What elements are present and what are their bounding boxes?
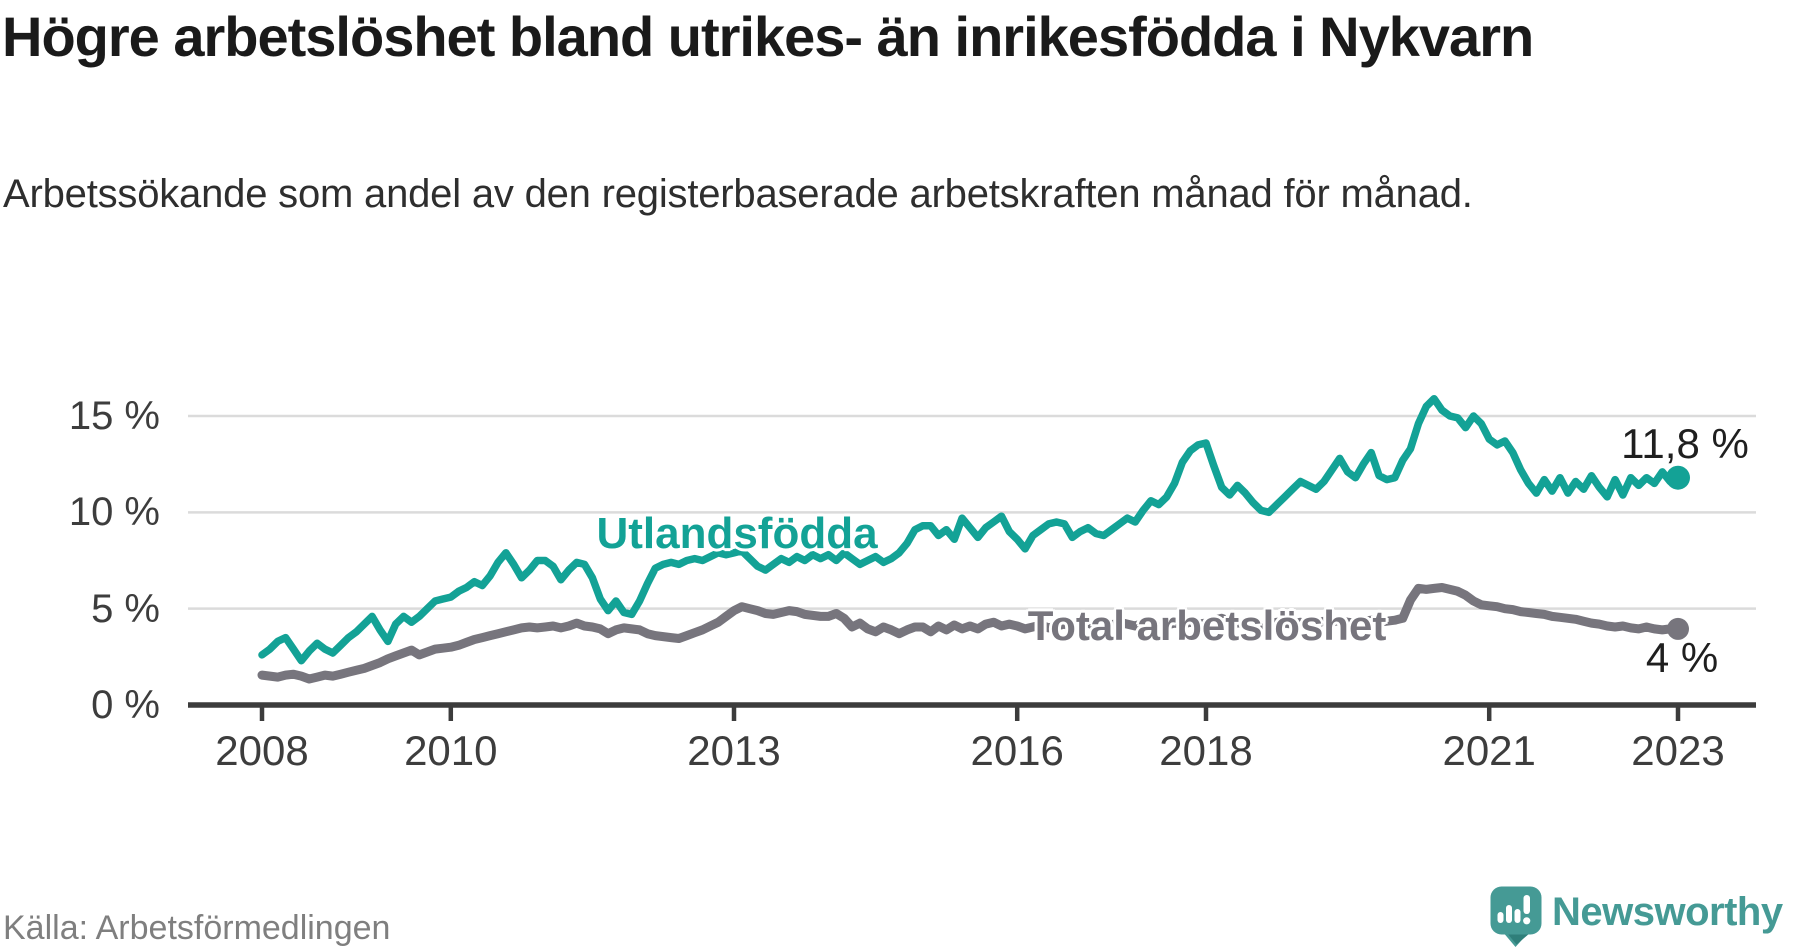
newsworthy-wordmark: Newsworthy xyxy=(1552,890,1783,934)
page-title: Högre arbetslöshet bland utrikes- än inr… xyxy=(2,5,1534,68)
series-end-dot xyxy=(1666,465,1690,490)
series-line-0 xyxy=(258,394,1682,665)
y-axis-label: 0 % xyxy=(91,683,160,727)
series-label-total-arbetsloshet: Total arbetslöshet xyxy=(1027,602,1387,649)
x-axis-label: 2013 xyxy=(687,727,781,774)
source-note: Källa: Arbetsförmedlingen xyxy=(3,909,391,947)
x-axis-label: 2023 xyxy=(1631,727,1725,774)
x-axis-label: 2008 xyxy=(215,727,309,774)
x-axis-label: 2021 xyxy=(1442,727,1536,774)
x-axis-label: 2010 xyxy=(404,727,498,774)
y-axis-label: 15 % xyxy=(68,393,160,438)
y-axis-label: 10 % xyxy=(68,490,160,535)
newsworthy-icon xyxy=(1490,886,1542,947)
page-subtitle: Arbetssökande som andel av den registerb… xyxy=(3,172,1473,216)
x-axis-label: 2016 xyxy=(970,727,1064,774)
series-label-utlandsfodda: Utlandsfödda xyxy=(596,509,878,558)
series-end-dot xyxy=(1667,617,1689,640)
y-axis-label: 5 % xyxy=(91,586,160,631)
end-value-utlandsfodda: 11,8 % xyxy=(1621,420,1749,467)
end-value-total-arbetsloshet: 4 % xyxy=(1645,634,1719,681)
series-line-1 xyxy=(257,583,1683,684)
x-axis-label: 2018 xyxy=(1159,727,1253,774)
newsworthy-logo: Newsworthy xyxy=(1490,884,1800,948)
